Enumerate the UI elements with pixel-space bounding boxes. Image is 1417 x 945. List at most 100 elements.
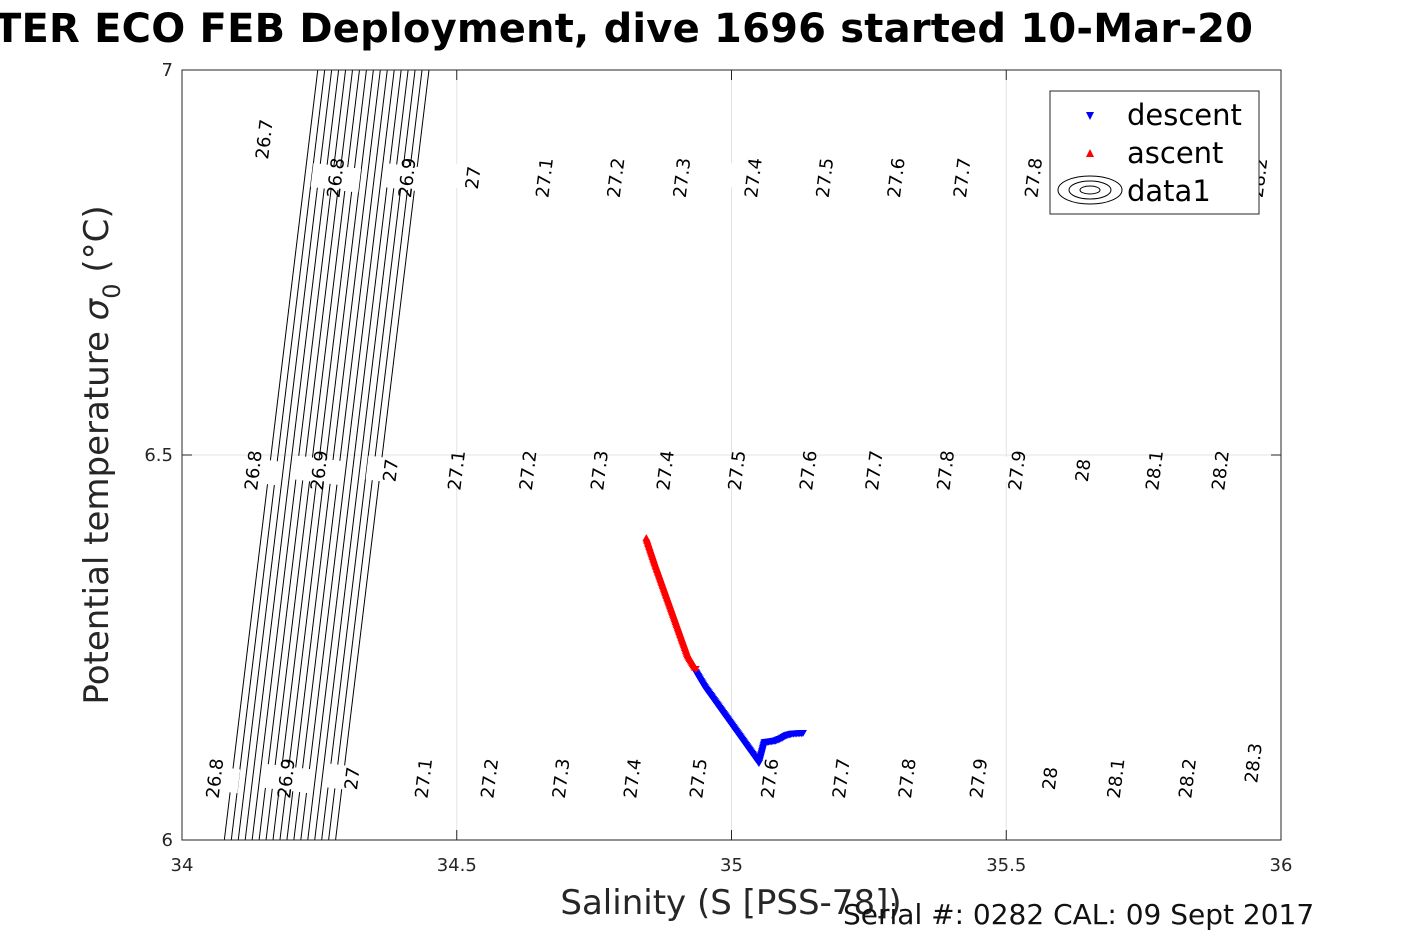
y-tick-label: 7 bbox=[162, 60, 173, 81]
contour-label-bg bbox=[728, 162, 779, 193]
contour-label: 28.1 bbox=[1104, 757, 1130, 799]
legend: descent ascent data1 bbox=[1049, 90, 1260, 215]
contour-label-bg bbox=[1090, 763, 1142, 794]
contour-label: 27.8 bbox=[933, 449, 959, 491]
contour-label: 26.9 bbox=[274, 757, 300, 799]
contour-label: 27.4 bbox=[741, 157, 767, 199]
contour-label: 26.8 bbox=[241, 449, 267, 491]
contour-label: 27.5 bbox=[813, 157, 839, 199]
contour-label: 27.1 bbox=[444, 449, 470, 491]
contour-label-bg bbox=[519, 162, 570, 193]
contour-label-bg bbox=[673, 763, 724, 794]
contour-label: 27.6 bbox=[758, 757, 784, 799]
contour-label-bg bbox=[590, 162, 642, 193]
isopycnal-line bbox=[272, 70, 367, 840]
ascent-marker bbox=[691, 666, 700, 674]
contour-label: 27.6 bbox=[796, 449, 822, 491]
contour-label: 27.7 bbox=[950, 157, 976, 199]
contour-label-bg bbox=[382, 162, 433, 193]
contour-label-bg bbox=[920, 455, 972, 486]
contour-label-bg bbox=[535, 763, 587, 794]
contour-label: 27.2 bbox=[477, 757, 503, 799]
contour-label-bg bbox=[574, 455, 625, 486]
contour-label: 27.4 bbox=[653, 449, 679, 491]
contour-label-bg bbox=[239, 124, 290, 155]
contour-label: 27.3 bbox=[549, 757, 575, 799]
isopycnal-line bbox=[279, 70, 374, 840]
contour-label: 27.2 bbox=[604, 157, 630, 199]
contour-label: 27.9 bbox=[966, 757, 992, 799]
contour-label: 27.1 bbox=[411, 757, 437, 799]
y-axis-label-unit: (°C) bbox=[77, 205, 117, 283]
isopycnal-line bbox=[293, 70, 388, 840]
contour-label-bg bbox=[310, 162, 362, 193]
contour-label: 27 bbox=[380, 458, 404, 483]
contour-label: 26.8 bbox=[324, 157, 350, 199]
density-contours bbox=[223, 70, 430, 840]
contour-label: 26.9 bbox=[307, 449, 333, 491]
y-tick-label: 6 bbox=[162, 830, 173, 851]
isopycnal-line bbox=[321, 70, 416, 840]
contour-label: 27.7 bbox=[829, 757, 855, 799]
isopycnal-line bbox=[300, 70, 395, 840]
contour-label-bg bbox=[261, 763, 312, 794]
contour-label: 28.2 bbox=[1175, 757, 1201, 799]
isopycnal-line bbox=[244, 70, 340, 840]
contour-label-bg bbox=[640, 455, 691, 486]
contour-label-bg bbox=[783, 455, 834, 486]
contour-label: 26.8 bbox=[203, 757, 229, 799]
contour-label: 27.4 bbox=[620, 757, 646, 799]
contour-label-bg bbox=[398, 763, 450, 794]
contour-label-bg bbox=[849, 455, 900, 486]
contour-label: 27.9 bbox=[1005, 449, 1031, 491]
legend-descent-marker bbox=[1086, 112, 1094, 120]
contour-label: 28.3 bbox=[1241, 742, 1267, 784]
contour-label: 27 bbox=[341, 766, 365, 791]
y-axis-label-sub: 0 bbox=[98, 283, 126, 298]
contour-label-bg bbox=[228, 455, 279, 486]
x-tick-label: 35 bbox=[720, 855, 743, 876]
contour-label: 27.3 bbox=[670, 157, 696, 199]
contour-label-bg bbox=[502, 455, 554, 486]
isopycnal-line bbox=[314, 70, 409, 840]
y-axis-label-sigma: σ bbox=[77, 297, 117, 320]
isopycnal-line bbox=[251, 70, 347, 840]
isopycnal-line bbox=[265, 70, 360, 840]
x-axis-label: Salinity (S [PSS-78]) bbox=[560, 883, 901, 923]
contour-label-bg bbox=[816, 763, 867, 794]
contour-label-bg bbox=[744, 763, 796, 794]
isopycnal-line bbox=[286, 70, 381, 840]
contour-label: 26.9 bbox=[395, 157, 421, 199]
isopycnal-line bbox=[335, 70, 430, 840]
contour-label-bg bbox=[711, 455, 763, 486]
contour-label-bg bbox=[607, 763, 658, 794]
isopycnal-line bbox=[307, 70, 402, 840]
isopycnal-line bbox=[237, 70, 333, 840]
contour-label: 27.1 bbox=[532, 157, 558, 199]
contour-label-bg bbox=[189, 763, 241, 794]
contour-label: 28 bbox=[1039, 766, 1063, 791]
contour-label-bg bbox=[1228, 748, 1279, 778]
contour-label: 26.7 bbox=[252, 118, 278, 160]
contour-label-bg bbox=[294, 455, 345, 486]
legend-data1-contour-icon bbox=[1057, 175, 1123, 205]
contour-label-bg bbox=[991, 455, 1043, 486]
contour-labels: 26.7 26.8 26.9 27 27.1 27.2 27.3 27.4 27.5 27.6 27… bbox=[189, 118, 1285, 800]
contour-label: 27.6 bbox=[884, 157, 910, 199]
legend-data1-label: data1 bbox=[1127, 174, 1211, 208]
contour-label: 27.7 bbox=[862, 449, 888, 491]
contour-label-bg bbox=[1195, 455, 1246, 486]
contour-label: 27 bbox=[462, 165, 486, 190]
x-tick-label: 34 bbox=[171, 855, 194, 876]
contour-label-bg bbox=[953, 763, 1005, 794]
contour-label-bg bbox=[882, 763, 933, 794]
contour-label-bg bbox=[871, 162, 922, 193]
contour-label-bg bbox=[431, 455, 483, 486]
contour-label: 27.8 bbox=[895, 757, 921, 799]
contour-label-bg bbox=[1162, 763, 1213, 794]
legend-ascent-marker bbox=[1086, 149, 1094, 157]
contour-label: 28.2 bbox=[1208, 449, 1234, 491]
legend-ascent-label: ascent bbox=[1127, 136, 1223, 170]
axis-ticks: 34 34.5 35 35.5 36 6 6.5 7 bbox=[144, 60, 1292, 876]
